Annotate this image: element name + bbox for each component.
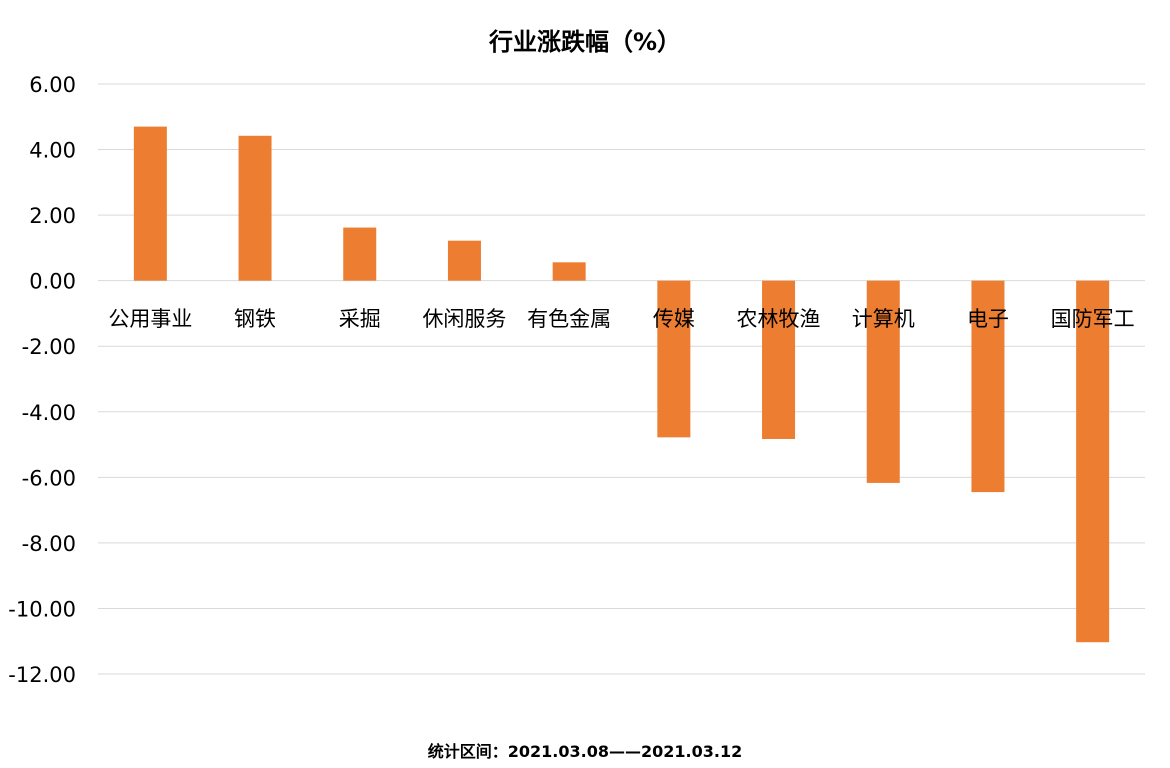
bar [133,126,167,281]
bar [343,227,377,281]
y-tick-label: -8.00 [22,532,76,556]
category-label: 传媒 [653,307,695,331]
y-tick-label: -2.00 [22,335,76,359]
y-tick-label: -6.00 [22,466,76,490]
gridlines [98,83,1145,675]
y-tick-label: 0.00 [29,270,76,294]
bar [866,280,900,483]
category-label: 农林牧渔 [737,307,821,331]
y-tick-label: -12.00 [8,663,76,687]
bars [133,126,1110,643]
y-tick-label: 6.00 [29,73,76,97]
bar [971,280,1005,493]
bar [762,280,796,439]
y-tick-label: 4.00 [29,139,76,163]
y-tick-label: -4.00 [22,401,76,425]
category-label: 电子 [967,307,1009,331]
category-label: 休闲服务 [422,307,506,331]
bar [1076,280,1110,643]
y-axis-ticks: 6.00 4.00 2.00 0.00 -2.00 -4.00 -6.00 -8.00 -10.… [8,73,76,687]
category-label: 公用事业 [108,307,192,331]
category-label: 采掘 [339,307,381,331]
category-labels: 公用事业 钢铁 采掘 休闲服务 有色金属 传媒 农林牧渔 计算机 电子 国防军工 [108,307,1134,331]
chart-title: 行业涨跌幅（%） [488,28,682,56]
category-label: 计算机 [852,307,915,331]
date-range-footnote: 统计区间：2021.03.08——2021.03.12 [427,742,743,761]
bar [238,135,272,281]
bar [657,280,691,438]
category-label: 有色金属 [527,307,611,331]
y-tick-label: 2.00 [29,204,76,228]
bar [552,262,586,281]
category-label: 钢铁 [234,307,276,331]
category-label: 国防军工 [1051,307,1135,331]
y-tick-label: -10.00 [8,597,76,621]
bar [447,240,481,281]
